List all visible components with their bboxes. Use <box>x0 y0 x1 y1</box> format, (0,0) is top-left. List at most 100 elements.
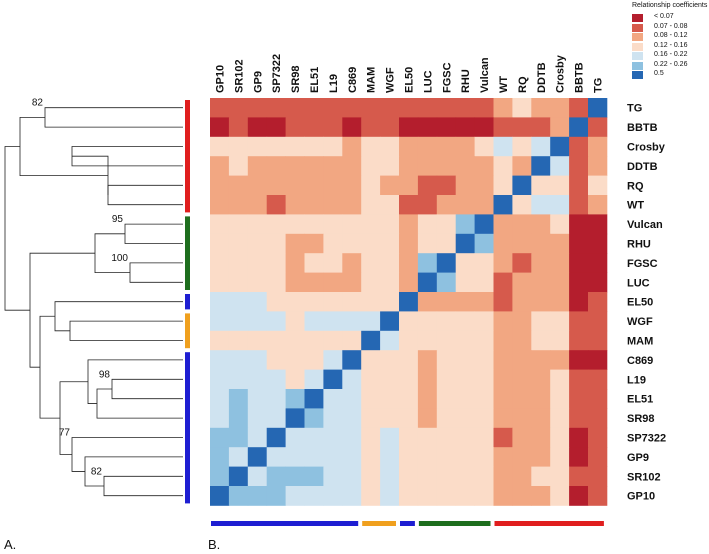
heatmap-cell <box>266 369 286 390</box>
legend-swatch <box>632 71 643 79</box>
heatmap-cell <box>323 408 343 429</box>
heatmap-cell <box>285 486 305 506</box>
row-label: DDTB <box>627 161 658 173</box>
heatmap-cell <box>285 195 305 215</box>
heatmap-cell <box>228 253 249 273</box>
row-label: MAM <box>627 336 653 348</box>
heatmap-cell <box>588 272 608 293</box>
heatmap-cell <box>361 408 381 429</box>
heatmap-cell <box>512 311 532 332</box>
heatmap-cell <box>342 389 362 409</box>
heatmap-cell <box>550 156 570 176</box>
heatmap-cell <box>588 156 608 176</box>
column-label: DDTB <box>536 62 548 93</box>
heatmap-cell <box>380 311 400 332</box>
heatmap-cell <box>493 233 513 254</box>
heatmap-cell <box>399 175 419 196</box>
heatmap-cell <box>304 350 324 370</box>
heatmap-cell <box>210 117 230 138</box>
heatmap-cell <box>266 350 286 370</box>
row-label: SR98 <box>627 413 655 425</box>
bottom-bar <box>211 521 359 526</box>
heatmap-cell <box>436 389 457 409</box>
heatmap-cell <box>474 136 494 157</box>
heatmap-cell <box>210 292 230 312</box>
heatmap-cell <box>493 175 513 196</box>
column-label: SR102 <box>233 59 245 93</box>
heatmap-cell <box>361 214 381 235</box>
heatmap-cell <box>455 117 475 138</box>
heatmap-cell <box>342 175 362 196</box>
heatmap-cell <box>474 195 494 215</box>
dendrogram-branch <box>44 107 183 128</box>
heatmap-cell <box>417 389 438 409</box>
heatmap-cell <box>569 272 589 293</box>
heatmap-cell <box>531 253 551 273</box>
heatmap-cell <box>417 408 438 429</box>
bootstrap-label: 100 <box>111 253 128 264</box>
heatmap-cell <box>285 117 305 138</box>
heatmap-cell <box>285 214 305 235</box>
heatmap-cell <box>266 233 286 254</box>
heatmap-cell <box>531 311 551 332</box>
heatmap-cell <box>531 195 551 215</box>
heatmap-cell <box>550 369 570 390</box>
heatmap-cell <box>550 233 570 254</box>
heatmap-cell <box>210 98 230 118</box>
heatmap-cell <box>399 466 419 487</box>
heatmap-cell <box>266 98 286 118</box>
heatmap-cell <box>455 272 475 293</box>
heatmap-cell <box>474 175 494 196</box>
heatmap-cell <box>266 466 286 487</box>
dendrogram-branch <box>54 301 183 332</box>
heatmap-cell <box>588 136 608 157</box>
heatmap-cell <box>512 447 532 467</box>
heatmap-cell <box>323 175 343 196</box>
heatmap-cell <box>550 272 570 293</box>
bottom-bar <box>418 521 491 526</box>
heatmap-cell <box>342 486 362 506</box>
heatmap-cell <box>380 195 400 215</box>
heatmap-cell <box>588 292 608 312</box>
group-bar <box>185 294 190 310</box>
heatmap-cell <box>588 214 608 235</box>
heatmap-cell <box>228 175 249 196</box>
heatmap-cell <box>493 427 513 448</box>
heatmap-cell <box>210 136 230 157</box>
heatmap-cell <box>512 233 532 254</box>
heatmap-cell <box>474 447 494 467</box>
heatmap-cell <box>455 233 475 254</box>
heatmap-cell <box>493 330 513 351</box>
heatmap-cell <box>361 253 381 273</box>
heatmap-cell <box>266 408 286 429</box>
heatmap-cell <box>588 350 608 370</box>
heatmap-cell <box>323 195 343 215</box>
heatmap-cell <box>247 350 268 370</box>
heatmap-cell <box>588 369 608 390</box>
heatmap-cell <box>493 408 513 429</box>
heatmap-cell <box>323 156 343 176</box>
heatmap-cell <box>228 233 249 254</box>
heatmap-cell <box>399 98 419 118</box>
heatmap-cell <box>304 233 324 254</box>
heatmap-cell <box>569 136 589 157</box>
heatmap-cell <box>323 389 343 409</box>
heatmap-cell <box>361 195 381 215</box>
column-label: FGSC <box>441 62 453 93</box>
heatmap-cell <box>474 486 494 506</box>
heatmap-cell <box>247 466 268 487</box>
legend-label: 0.22 - 0.26 <box>654 60 688 68</box>
heatmap-cell <box>285 466 305 487</box>
heatmap-cell <box>569 369 589 390</box>
legend-label: 0.12 - 0.16 <box>654 41 688 49</box>
heatmap-cell <box>399 292 419 312</box>
heatmap-cell <box>210 486 230 506</box>
heatmap-cell <box>323 427 343 448</box>
heatmap-cell <box>493 389 513 409</box>
heatmap-cell <box>210 369 230 390</box>
heatmap-cell <box>417 272 438 293</box>
heatmap-cell <box>455 369 475 390</box>
heatmap-cell <box>380 233 400 254</box>
heatmap-cell <box>228 427 249 448</box>
heatmap-cell <box>493 466 513 487</box>
